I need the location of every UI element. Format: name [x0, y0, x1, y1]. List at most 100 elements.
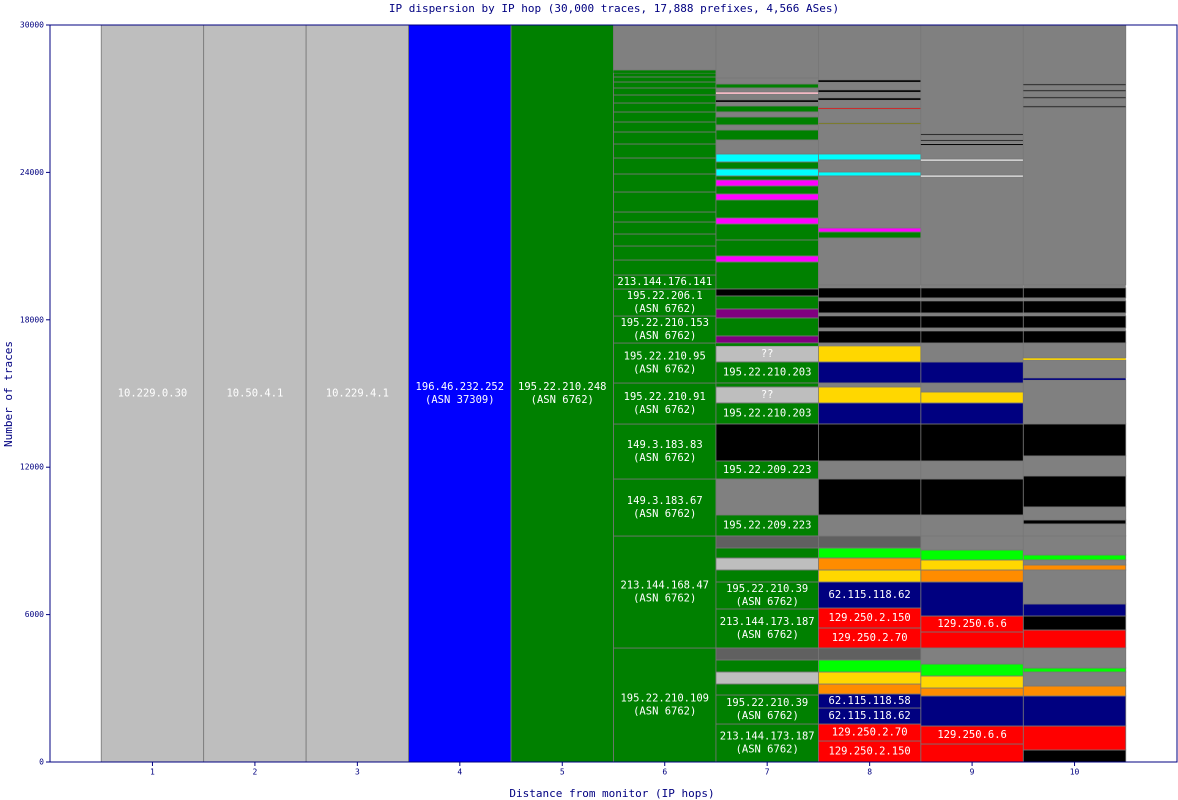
segment — [818, 330, 922, 344]
segment — [920, 300, 1024, 314]
y-tick-label: 24000 — [20, 168, 44, 177]
segment-label: (ASN 6762) — [633, 330, 696, 342]
segment — [613, 478, 717, 537]
segment — [715, 193, 819, 201]
segment — [715, 83, 819, 89]
segment — [1023, 84, 1126, 86]
segment — [920, 460, 1024, 480]
segment — [1022, 569, 1127, 605]
segment — [920, 402, 1024, 425]
segment — [1023, 90, 1126, 92]
segment-label: 129.250.2.70 — [832, 726, 908, 738]
segment — [818, 24, 922, 81]
segment — [818, 99, 922, 109]
segment — [613, 259, 717, 276]
segment — [715, 124, 819, 131]
segment — [613, 315, 717, 344]
segment — [613, 87, 717, 96]
segment-label: (ASN 6762) — [633, 706, 696, 718]
segment — [920, 144, 1024, 160]
segment-label: 10.50.4.1 — [226, 388, 283, 400]
segment-label: 195.22.210.91 — [624, 391, 706, 403]
segment-label: 195.22.209.223 — [723, 519, 812, 531]
y-tick-label: 12000 — [20, 463, 44, 472]
segment — [715, 168, 819, 177]
segment — [613, 535, 717, 649]
segment-label: 129.250.6.6 — [937, 618, 1007, 630]
segment — [715, 608, 819, 649]
segment — [818, 81, 922, 91]
segment — [715, 175, 819, 181]
segment — [920, 687, 1024, 697]
segment-label: 129.250.2.150 — [829, 745, 911, 757]
segment — [818, 231, 922, 239]
segment — [613, 94, 717, 104]
x-tick-label: 4 — [457, 768, 462, 777]
segment — [715, 478, 819, 516]
segment — [1022, 603, 1127, 617]
segment — [920, 24, 1024, 135]
segment — [1022, 647, 1127, 669]
column: 129.250.6.6 129.250.6.6 — [920, 24, 1024, 763]
x-axis-label: Distance from monitor (IP hops) — [509, 787, 714, 800]
x-tick-label: 10 — [1070, 768, 1080, 777]
segment — [715, 24, 819, 79]
segment-label: (ASN 6762) — [736, 629, 799, 641]
y-tick-label: 0 — [39, 758, 44, 767]
segment — [818, 659, 922, 673]
segment — [715, 161, 819, 170]
segment — [715, 239, 819, 257]
segment — [613, 143, 717, 159]
segment — [818, 312, 921, 316]
segment — [1022, 423, 1127, 457]
x-tick-label: 1 — [150, 768, 155, 777]
segment — [1022, 685, 1127, 697]
segment — [715, 105, 819, 113]
segment — [818, 237, 922, 286]
segment — [818, 671, 922, 685]
column: 10.229.4.1 — [305, 24, 409, 763]
segment — [920, 743, 1024, 763]
segment — [920, 342, 1024, 363]
segment — [1022, 519, 1127, 525]
segment — [715, 683, 819, 696]
segment — [1022, 564, 1127, 571]
segment — [1023, 312, 1126, 316]
segment-label: 195.22.210.95 — [624, 351, 706, 363]
segment — [613, 102, 717, 113]
segment — [920, 315, 1024, 329]
segment — [408, 24, 512, 763]
column: 195.22.210.109(ASN 6762)213.144.168.47(A… — [613, 24, 717, 763]
segment — [715, 317, 819, 337]
segment — [920, 382, 1024, 393]
segment — [613, 72, 717, 78]
column: 195.22.210.248(ASN 6762) — [510, 24, 614, 763]
segment — [1022, 379, 1127, 425]
segment — [1022, 554, 1127, 561]
segment-label: 62.115.118.62 — [829, 589, 911, 601]
segment-label: 195.22.210.39 — [726, 583, 808, 595]
segment — [818, 569, 922, 583]
segment — [715, 547, 819, 559]
segment — [818, 423, 922, 462]
segment — [920, 514, 1024, 537]
segment — [1022, 300, 1127, 314]
segment — [715, 342, 819, 346]
segment — [818, 227, 922, 233]
segment — [1022, 671, 1127, 687]
segment-label: 195.22.210.203 — [723, 407, 812, 419]
segment — [715, 91, 819, 94]
segment — [1022, 24, 1127, 85]
segment — [715, 129, 819, 141]
segment — [920, 581, 1024, 617]
segment — [715, 295, 819, 310]
segment — [920, 134, 1024, 141]
segment — [613, 121, 717, 133]
segment-label: 129.250.2.150 — [829, 612, 911, 624]
segment — [818, 107, 921, 109]
segment — [715, 694, 819, 725]
segment-label: 195.22.210.109 — [620, 693, 709, 705]
segment — [818, 123, 922, 155]
